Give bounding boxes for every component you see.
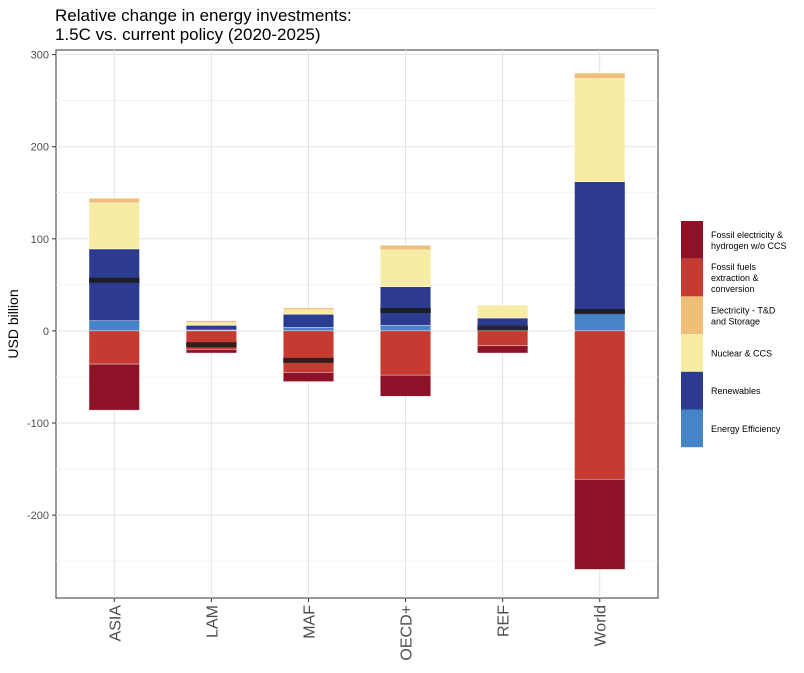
legend-swatch xyxy=(681,258,703,297)
x-tick-label: REF xyxy=(496,605,513,637)
bar-segment xyxy=(88,202,140,250)
bar-segment xyxy=(574,313,626,332)
bar-segment xyxy=(88,248,140,321)
net-total-markers xyxy=(89,277,625,363)
bar-segment xyxy=(574,181,626,314)
bar-segment xyxy=(574,78,626,182)
x-tick-label: ASIA xyxy=(107,605,124,642)
bar-segment xyxy=(283,330,334,373)
y-axis-label: USD billion xyxy=(5,289,21,358)
chart-title: Relative change in energy investments: xyxy=(55,6,352,25)
legend-label: Electricity - T&D and Storage xyxy=(711,305,776,326)
bar-segment xyxy=(380,330,431,376)
x-tick-label: MAF xyxy=(301,605,318,639)
bar-segment xyxy=(477,317,529,327)
y-tick-label: 300 xyxy=(31,50,49,62)
bar-segment xyxy=(283,309,334,315)
y-tick-label: 0 xyxy=(43,326,49,338)
bar-segment xyxy=(380,245,431,251)
bar-segment xyxy=(185,320,237,323)
legend-swatch xyxy=(681,409,703,448)
x-tick-label: OECD+ xyxy=(399,605,416,661)
legend-swatch xyxy=(681,221,703,259)
legend-label: Renewables xyxy=(711,386,761,396)
bars xyxy=(88,72,626,570)
grid-lines xyxy=(56,8,658,598)
bar-segment xyxy=(88,330,140,365)
bar-segment xyxy=(574,330,626,480)
bar-segment xyxy=(380,286,431,326)
y-tick-label: -200 xyxy=(27,510,49,522)
legend-swatch xyxy=(681,334,703,372)
bar-segment xyxy=(477,330,529,346)
x-tick-label: World xyxy=(593,605,610,647)
bar-segment xyxy=(380,249,431,287)
bar-segment xyxy=(88,198,140,204)
x-tick-label: LAM xyxy=(204,605,221,638)
y-axis: -200 -100 0 100 200 300 xyxy=(27,50,56,522)
legend-label: Energy Efficiency xyxy=(711,424,781,434)
bar-segment xyxy=(185,325,237,331)
bar-segment xyxy=(283,327,334,332)
bar-segment xyxy=(574,72,626,79)
legend-swatch xyxy=(681,371,703,410)
y-tick-label: 200 xyxy=(31,142,49,154)
chart-subtitle: 1.5C vs. current policy (2020-2025) xyxy=(55,25,321,44)
x-axis: ASIA LAM MAF OECD+ REF World xyxy=(107,598,610,661)
bar-segment xyxy=(574,478,626,570)
bar-segment xyxy=(380,374,431,397)
legend-swatch xyxy=(681,296,703,335)
legend-label: Fossil fuels extraction & conversion xyxy=(711,262,759,294)
legend: Fossil electricity & hydrogen w/o CCS Foss… xyxy=(681,221,787,448)
bar-segment xyxy=(477,345,529,354)
bar-segment xyxy=(477,304,529,319)
y-tick-label: 100 xyxy=(31,234,49,246)
bar-segment xyxy=(380,325,431,332)
bar-segment xyxy=(185,349,237,354)
plot-panel xyxy=(55,49,659,599)
legend-label: Fossil electricity & hydrogen w/o CCS xyxy=(711,230,787,251)
bar-segment xyxy=(88,363,140,411)
legend-label: Nuclear & CCS xyxy=(711,348,772,358)
bar-segment xyxy=(283,307,334,310)
bar-segment xyxy=(283,372,334,382)
bar-segment xyxy=(185,322,237,326)
bar-segment xyxy=(283,314,334,328)
y-tick-label: -100 xyxy=(27,418,49,430)
bar-segment xyxy=(88,320,140,332)
